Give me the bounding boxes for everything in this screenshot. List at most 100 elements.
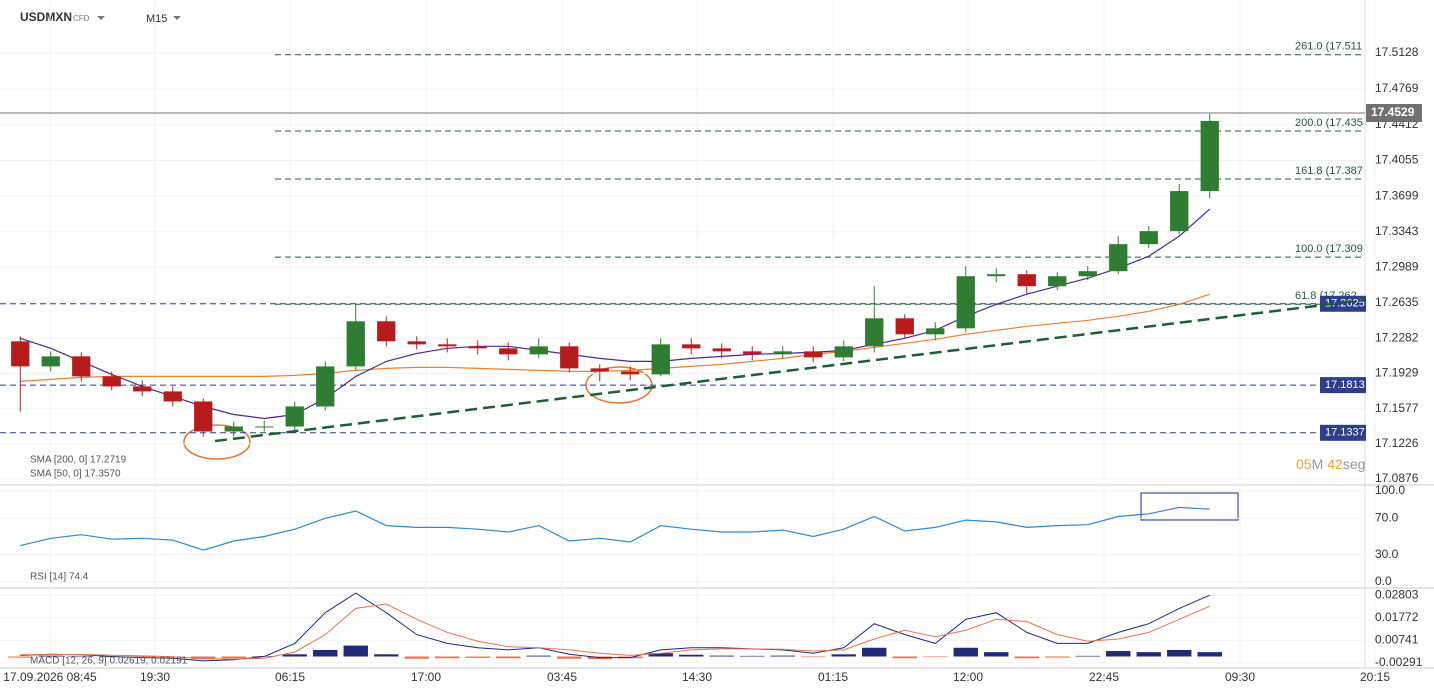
highlight-ellipse	[183, 424, 251, 460]
last-price-label: 17.4529	[1371, 105, 1415, 119]
macd-bar	[709, 655, 734, 657]
symbol[interactable]: USDMXN	[20, 10, 72, 24]
candle-body	[621, 371, 640, 375]
macd-bar	[8, 656, 33, 658]
trendline	[214, 298, 1366, 443]
countdown-part: M	[1312, 456, 1324, 472]
macd-bar	[282, 654, 307, 657]
candle-body	[1200, 120, 1219, 192]
candle-body	[926, 328, 945, 335]
macd-bar	[313, 649, 338, 657]
candle-body	[1139, 231, 1158, 245]
last-price-box	[1366, 104, 1422, 123]
x-tick-label: 19:30	[140, 670, 170, 684]
macd-bar	[1045, 656, 1070, 658]
candle-body	[956, 276, 975, 329]
y-tick-label: 17.4769	[1375, 81, 1419, 95]
macd-bar	[191, 656, 216, 660]
macd-bar	[831, 654, 856, 657]
sma-line	[20, 293, 1210, 382]
y-tick-label: 30.0	[1375, 547, 1399, 561]
x-tick-label: 09:30	[1225, 670, 1255, 684]
candle-body	[468, 346, 487, 349]
y-tick-label: 17.3699	[1375, 188, 1419, 202]
macd-bar	[892, 656, 917, 659]
indicator-label: SMA [200, 0] 17.2719	[30, 455, 127, 466]
candle-body	[41, 356, 60, 367]
x-tick-label: 03:45	[547, 670, 577, 684]
macd-bar	[801, 656, 826, 658]
candle-body	[1109, 244, 1128, 272]
x-tick-label: 17.09.2026 08:45	[3, 670, 97, 684]
countdown: 05M 42seg	[1296, 456, 1365, 472]
dropdown-arrow[interactable]	[173, 16, 181, 20]
macd-bar	[1136, 652, 1161, 657]
macd-bar	[374, 654, 399, 657]
y-tick-label: 70.0	[1375, 510, 1399, 524]
rsi-line	[20, 506, 1210, 551]
countdown-part: 05	[1296, 456, 1312, 472]
timeframe[interactable]: M15	[146, 13, 167, 25]
x-tick-label: 20:15	[1360, 670, 1390, 684]
fib-label: 261.0 (17.511	[1295, 41, 1362, 53]
candle-body	[163, 391, 182, 402]
x-tick-label: 22:45	[1089, 670, 1119, 684]
candle-body	[712, 348, 731, 352]
candle-body	[529, 346, 548, 355]
y-tick-label: 17.4055	[1375, 153, 1419, 167]
candle-body	[590, 368, 609, 372]
candle-body	[651, 344, 670, 375]
price-level-label: 17.1813	[1325, 379, 1365, 391]
y-tick-label: 0.00741	[1375, 632, 1419, 646]
y-tick-label: 17.5128	[1375, 45, 1419, 59]
candle-body	[285, 406, 304, 427]
macd-bar	[923, 656, 948, 658]
indicator-label: SMA [50, 0] 17.3570	[30, 469, 121, 480]
candle-body	[682, 344, 701, 349]
macd-bar	[526, 655, 551, 657]
macd-bar	[465, 656, 490, 658]
indicator-label: RSI [14] 74.4	[30, 572, 89, 583]
macd-bar	[770, 655, 795, 657]
candle-body	[895, 318, 914, 335]
price-level-box	[1320, 424, 1366, 441]
macd-bar	[435, 656, 460, 659]
macd-bar	[1197, 652, 1222, 657]
candle-body	[102, 376, 121, 387]
macd-bar	[740, 655, 765, 657]
x-tick-label: 12:00	[953, 670, 983, 684]
candle-body	[1170, 191, 1189, 232]
macd-bar	[404, 656, 429, 659]
macd-line	[20, 603, 1210, 660]
y-tick-label: 0.0	[1375, 574, 1392, 588]
x-tick-label: 17:00	[411, 670, 441, 684]
candle-body	[224, 426, 243, 432]
candle-body	[377, 321, 396, 342]
sma-line	[20, 208, 1211, 420]
candle-body	[133, 386, 152, 392]
y-tick-label: 0.01772	[1375, 610, 1419, 624]
dropdown-arrow[interactable]	[97, 16, 105, 20]
fib-label: 161.8 (17.387	[1295, 165, 1363, 177]
indicator-label: MACD [12, 26, 9] 0.02619, 0.02191	[30, 656, 188, 667]
y-tick-label: 17.2282	[1375, 330, 1419, 344]
x-tick-label: 14:30	[682, 670, 712, 684]
candle-body	[987, 274, 1006, 277]
y-tick-label: 17.1929	[1375, 366, 1419, 380]
macd-bar	[557, 656, 582, 659]
candle-body	[1048, 276, 1067, 287]
candle-body	[773, 351, 792, 355]
candle-body	[743, 351, 762, 355]
candle-body	[194, 401, 213, 432]
y-tick-label: 0.02803	[1375, 587, 1419, 601]
y-tick-label: 17.2635	[1375, 295, 1419, 309]
candle-body	[255, 426, 274, 428]
macd-bar	[1167, 649, 1192, 657]
y-tick-label: 17.2989	[1375, 259, 1419, 273]
macd-bar	[221, 656, 246, 659]
y-tick-label: 100.0	[1375, 483, 1405, 497]
macd-line	[20, 592, 1210, 662]
y-tick-label: -0.00291	[1375, 655, 1423, 669]
